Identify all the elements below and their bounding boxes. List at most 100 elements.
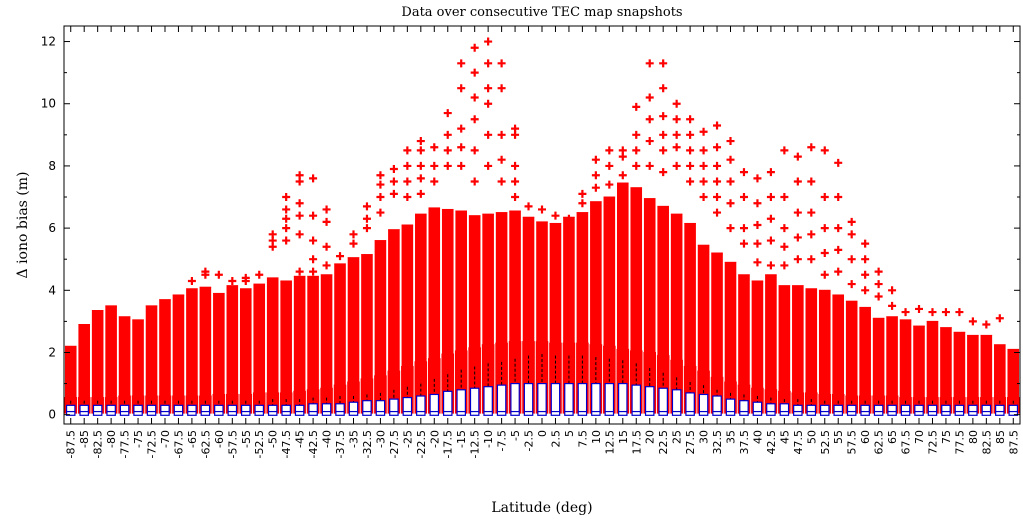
box-group [737, 168, 751, 416]
box [429, 393, 440, 416]
box-upper [468, 215, 481, 348]
x-tick-label: -55 [240, 430, 253, 448]
box-group [778, 146, 791, 416]
outlier-point [874, 267, 883, 276]
box-upper [307, 276, 319, 390]
outlier-point [861, 239, 870, 248]
outlier-point [255, 270, 264, 279]
box [537, 382, 547, 416]
x-tick-label: -30 [374, 430, 387, 448]
x-tick-label: 42.5 [765, 430, 778, 455]
outlier-point [484, 37, 493, 46]
outlier-point [618, 171, 627, 180]
outlier-point [309, 255, 318, 264]
x-tick-label: 67.5 [900, 430, 913, 455]
box [133, 404, 143, 416]
x-tick-label: 35 [725, 430, 738, 444]
x-tick-label: 20 [644, 430, 657, 444]
outlier-point [726, 177, 735, 186]
outlier-point [820, 224, 829, 233]
box [456, 389, 466, 416]
outlier-point [820, 270, 829, 279]
box-upper [913, 326, 925, 398]
x-axis: -87.5 -85 -82.5 -80 -77.5 -75 -72.5 -70 -67.5 -65… [65, 26, 1020, 458]
outlier-point [995, 314, 1004, 323]
box [766, 403, 776, 416]
box-upper [509, 211, 521, 342]
box-group [576, 189, 589, 416]
box-upper [78, 324, 90, 398]
box-group [872, 267, 885, 416]
outlier-point [739, 193, 748, 202]
x-tick-label: -35 [347, 430, 360, 448]
box-upper [616, 183, 629, 350]
outlier-point [376, 180, 385, 189]
outlier-point [847, 230, 856, 239]
box-group [401, 146, 414, 416]
box-upper [253, 284, 266, 393]
outlier-point [349, 239, 358, 248]
outlier-point [874, 292, 883, 301]
outlier-point [968, 317, 977, 326]
box [644, 386, 655, 416]
outlier-point [511, 177, 520, 186]
outlier-point [201, 267, 210, 276]
outlier-point [322, 242, 331, 251]
box-upper [872, 318, 885, 397]
outlier-point [349, 230, 358, 239]
x-tick-label: 62.5 [873, 430, 886, 455]
outlier-point [713, 143, 722, 152]
outlier-point [497, 177, 506, 186]
box-upper [536, 221, 548, 342]
box [833, 404, 843, 416]
box-upper [886, 316, 898, 397]
x-tick-label: 0 [536, 430, 549, 437]
y-tick-label: 2 [48, 345, 56, 359]
box-group [818, 146, 832, 416]
box-upper [980, 335, 993, 398]
outlier-point [430, 177, 439, 186]
box-upper [64, 346, 77, 398]
x-tick-label: -77.5 [119, 430, 132, 458]
x-tick-label: -37.5 [334, 430, 347, 458]
box [335, 403, 345, 416]
box-group [805, 143, 818, 416]
box-upper [199, 287, 212, 397]
x-tick-label: 15 [617, 430, 630, 444]
box-group [131, 319, 145, 416]
outlier-point [713, 208, 722, 217]
box [873, 404, 884, 416]
outlier-point [605, 161, 614, 170]
x-axis-label: Latitude (deg) [491, 500, 592, 516]
outlier-point [739, 168, 748, 177]
box-upper [280, 280, 292, 393]
x-tick-label: 65 [886, 430, 899, 444]
x-tick-label: 50 [805, 430, 818, 444]
outlier-point [511, 161, 520, 170]
outlier-point [807, 143, 816, 152]
x-tick-label: 40 [751, 430, 764, 444]
box-group [306, 174, 320, 416]
outlier-point [295, 199, 304, 208]
box [618, 382, 628, 416]
outlier-point [403, 177, 412, 186]
box-group [939, 308, 953, 416]
outlier-point [726, 199, 735, 208]
box [954, 404, 965, 416]
box [267, 404, 278, 416]
outlier-point [672, 161, 681, 170]
outlier-point [484, 59, 493, 68]
x-tick-label: 77.5 [953, 430, 966, 455]
box-group [468, 43, 481, 416]
box-group [64, 345, 78, 416]
outlier-point [376, 193, 385, 202]
x-tick-label: 80 [967, 430, 980, 444]
outlier-point [389, 189, 398, 198]
outlier-point [753, 239, 762, 248]
outlier-point [282, 214, 291, 223]
box-upper [347, 257, 360, 383]
box-upper [145, 305, 158, 397]
x-tick-label: -72.5 [146, 430, 159, 458]
box-upper [967, 335, 979, 398]
